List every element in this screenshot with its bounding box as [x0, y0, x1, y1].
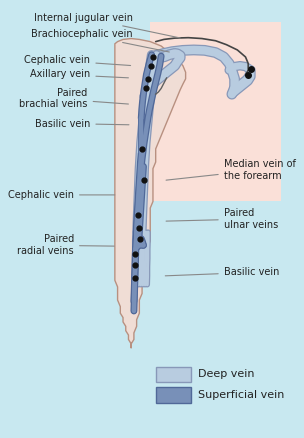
Text: Superficial vein: Superficial vein — [198, 390, 284, 400]
Text: Cephalic vein: Cephalic vein — [8, 190, 115, 200]
Text: Brachiocephalic vein: Brachiocephalic vein — [31, 29, 169, 52]
Text: Paired
ulnar veins: Paired ulnar veins — [166, 208, 278, 230]
Text: Basilic vein: Basilic vein — [165, 268, 279, 277]
Text: Axillary vein: Axillary vein — [30, 70, 128, 79]
Text: Paired
brachial veins: Paired brachial veins — [19, 88, 128, 110]
Text: Basilic vein: Basilic vein — [35, 119, 129, 128]
Text: Internal jugular vein: Internal jugular vein — [33, 13, 180, 38]
Bar — [156, 388, 191, 403]
Text: Cephalic vein: Cephalic vein — [24, 56, 131, 66]
Text: Paired
radial veins: Paired radial veins — [17, 234, 114, 256]
Text: Median vein of
the forearm: Median vein of the forearm — [166, 159, 295, 181]
Bar — [150, 22, 281, 201]
Text: Deep vein: Deep vein — [198, 370, 254, 379]
Bar — [156, 367, 191, 382]
Polygon shape — [115, 39, 186, 348]
